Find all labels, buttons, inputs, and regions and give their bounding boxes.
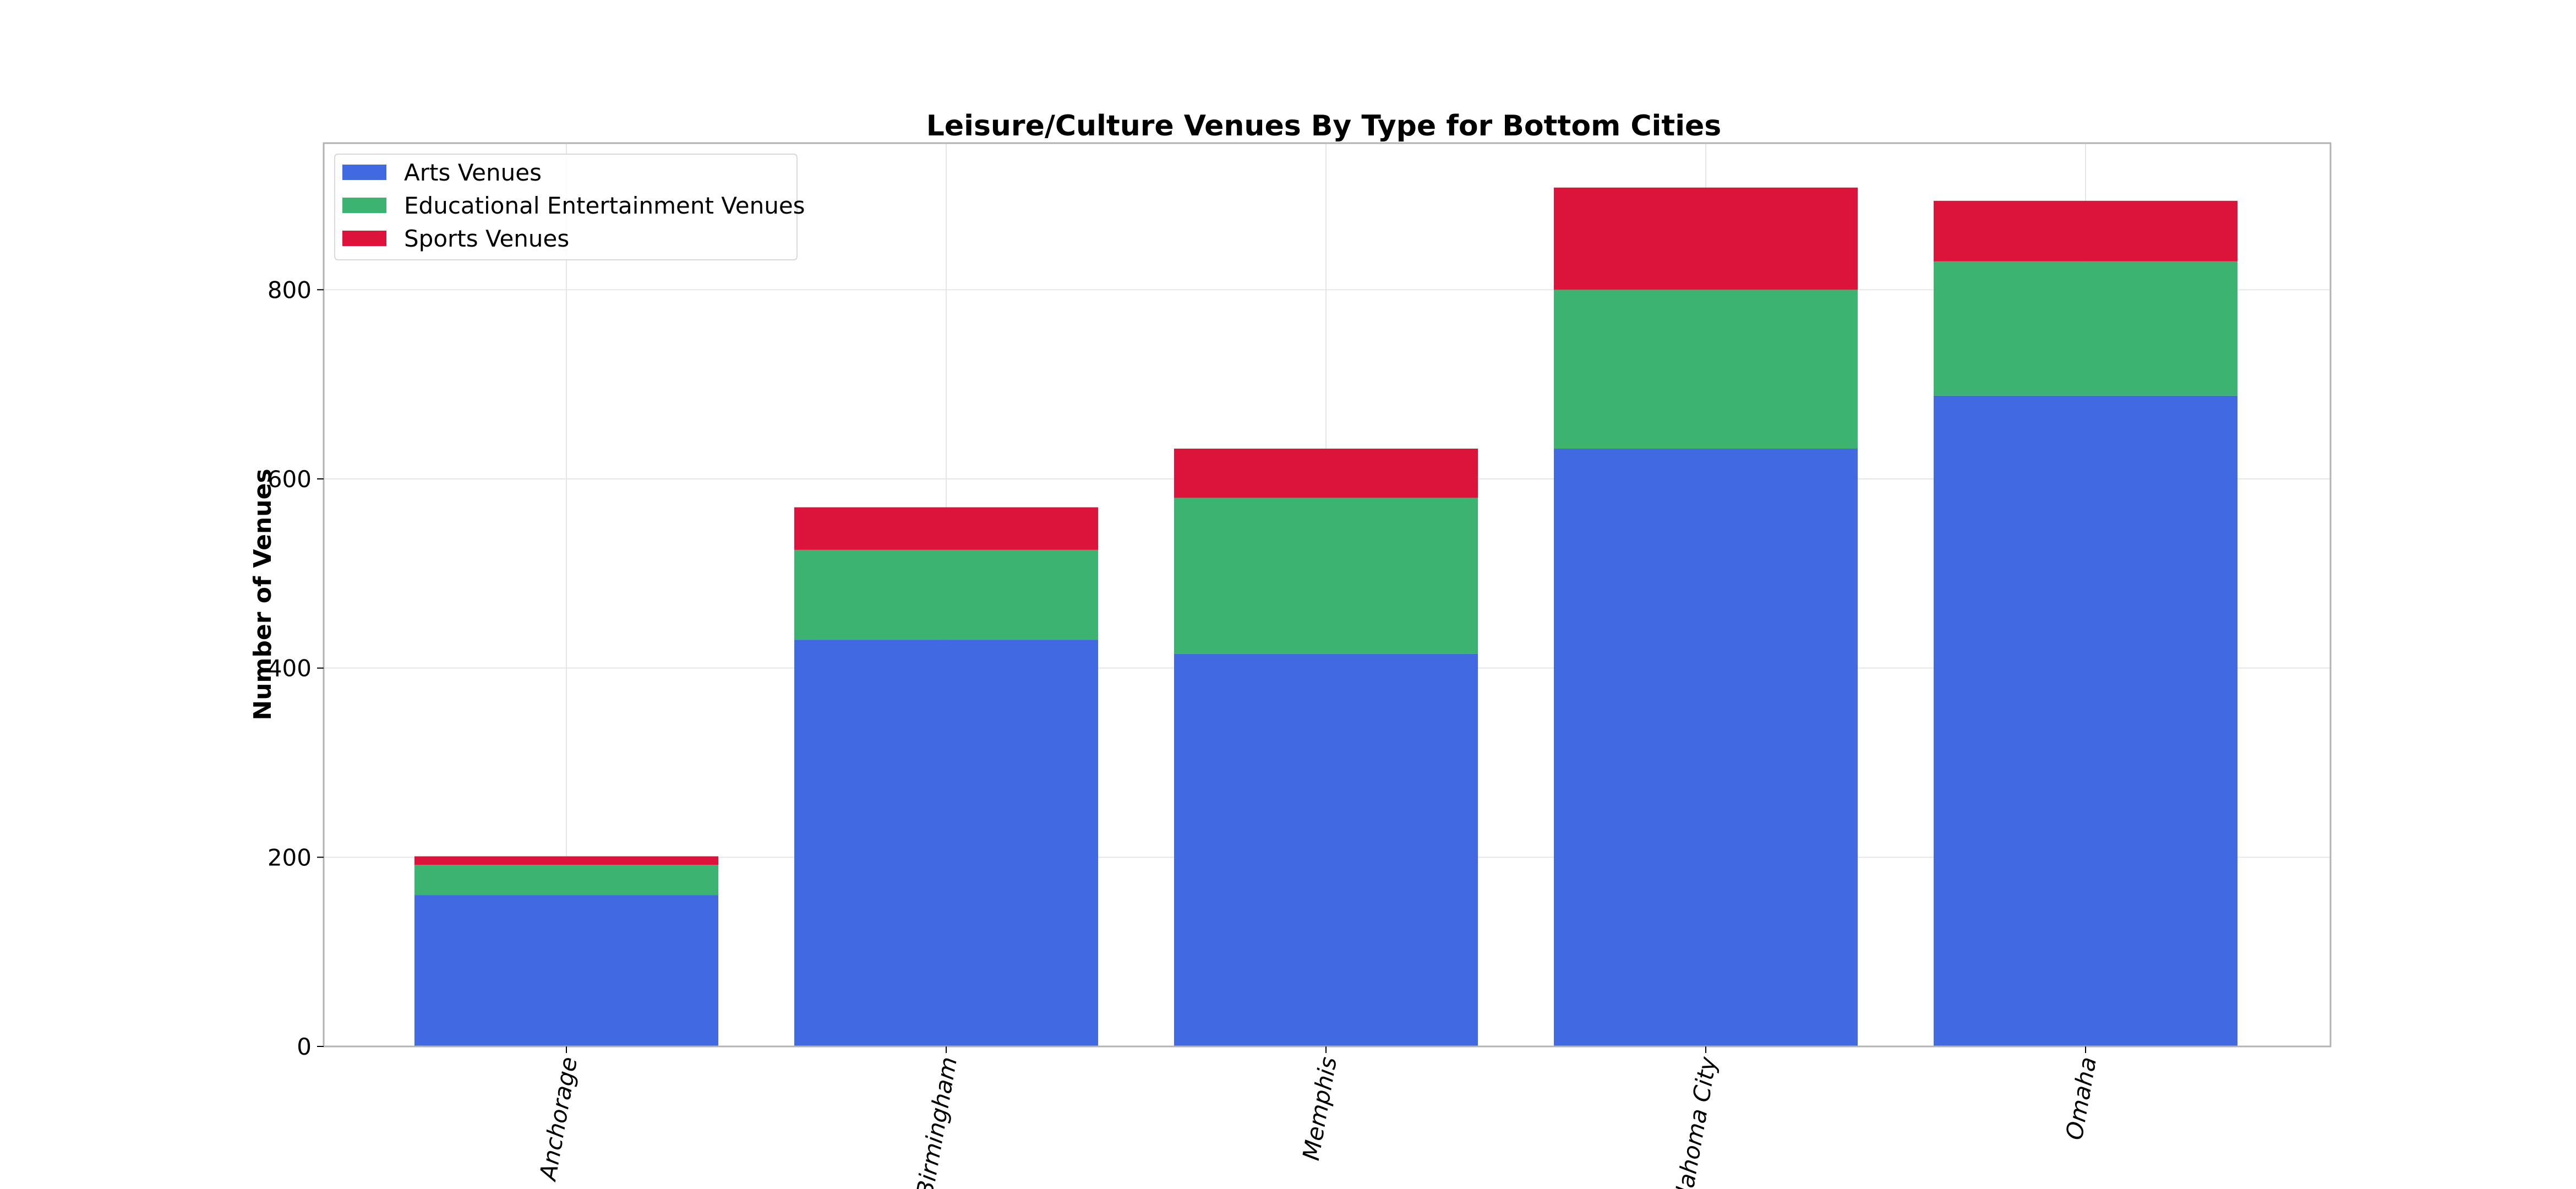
x-tick-label: Anchorage: [534, 1055, 582, 1183]
chart-title: Leisure/Culture Venues By Type for Botto…: [926, 110, 1722, 143]
bar-oklahoma-city-series-1: [1554, 290, 1858, 449]
bar-memphis-series-2: [1174, 449, 1478, 498]
legend: Arts Venues Educational Entertainment Ven…: [334, 154, 805, 260]
x-axis: Anchorage Birmingham Memphis Oklahoma City O…: [534, 1046, 2102, 1189]
bar-anchorage-series-1: [414, 865, 718, 896]
bar-birmingham-series-1: [794, 549, 1098, 640]
legend-label: Educational Entertainment Venues: [404, 192, 805, 219]
x-tick-label: Memphis: [1297, 1055, 1342, 1162]
plot-area-frame: [323, 142, 2332, 1048]
y-tick-label: 600: [268, 466, 312, 493]
bar-oklahoma-city-series-0: [1554, 449, 1858, 1047]
x-tick-label: Birmingham: [911, 1055, 962, 1189]
bar-anchorage-series-0: [414, 895, 718, 1046]
bar-omaha-series-1: [1934, 261, 2237, 396]
bars: [414, 187, 2237, 1047]
bar-memphis-series-1: [1174, 498, 1478, 654]
bar-birmingham-series-2: [794, 507, 1098, 550]
legend-swatch: [342, 165, 386, 180]
bar-oklahoma-city-series-2: [1554, 187, 1858, 290]
bar-memphis-series-0: [1174, 653, 1478, 1046]
y-axis: 0 200 400 600 800: [268, 276, 324, 1060]
legend-swatch: [342, 231, 386, 246]
legend-swatch: [342, 198, 386, 213]
bar-birmingham-series-0: [794, 640, 1098, 1046]
y-tick-label: 0: [297, 1033, 312, 1060]
x-tick-label: Oklahoma City: [1666, 1054, 1722, 1189]
x-tick-label: Omaha: [2061, 1055, 2102, 1142]
legend-label: Arts Venues: [404, 159, 542, 186]
bar-omaha-series-0: [1934, 395, 2237, 1046]
legend-frame: [334, 154, 798, 260]
y-tick-label: 200: [268, 844, 312, 871]
bar-anchorage-series-2: [414, 856, 718, 865]
bar-omaha-series-2: [1934, 200, 2237, 261]
y-tick-label: 800: [268, 276, 312, 303]
y-tick-label: 400: [268, 655, 312, 682]
legend-label: Sports Venues: [404, 225, 569, 252]
y-axis-label: Number of Venues: [249, 468, 277, 720]
